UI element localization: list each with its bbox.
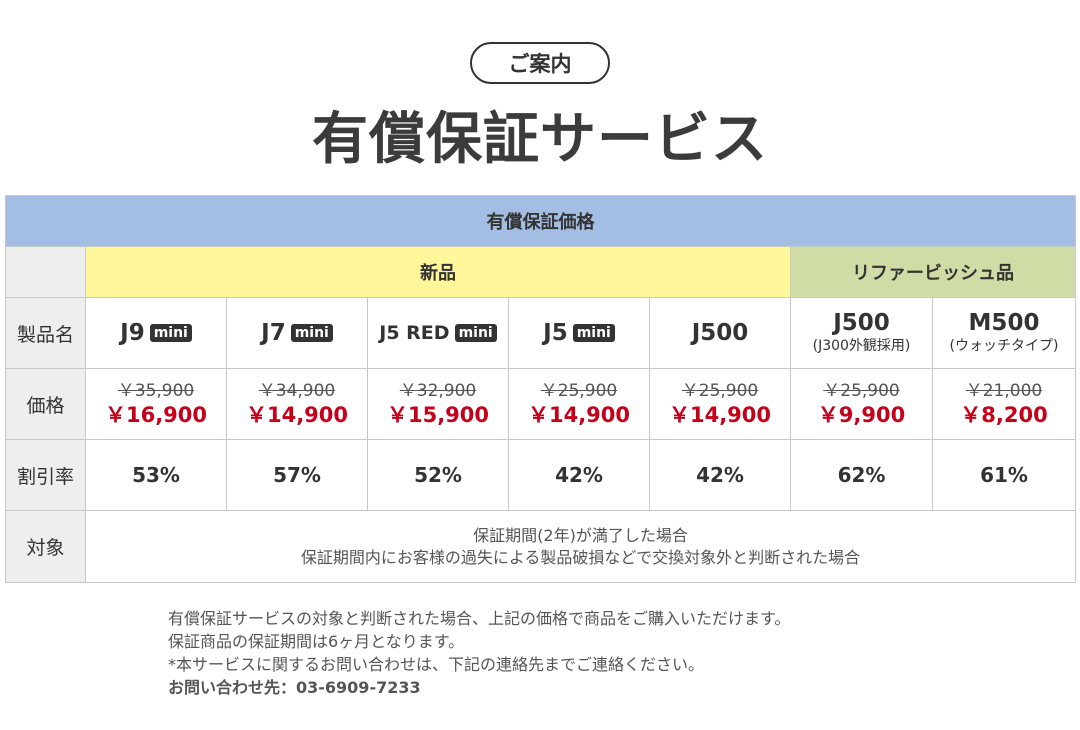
product-cell: J5 mini bbox=[508, 297, 650, 369]
row-label-price: 価格 bbox=[5, 368, 86, 440]
notice-pill: ご案内 bbox=[470, 42, 610, 84]
product-cell: J9 mini bbox=[85, 297, 227, 369]
sale-price: ￥14,900 bbox=[668, 403, 772, 427]
price-cell: ￥34,900 ￥14,900 bbox=[226, 368, 368, 440]
target-line: 保証期間(2年)が満了した場合 bbox=[473, 525, 688, 545]
price-cell: ￥25,900 ￥14,900 bbox=[649, 368, 791, 440]
product-subtitle: (J300外観採用) bbox=[812, 338, 911, 354]
product-cell: M500 (ウォッチタイプ) bbox=[932, 297, 1076, 369]
product-name-text: J9 bbox=[120, 320, 145, 346]
discount-rate: 62% bbox=[837, 463, 886, 487]
contact-line: お問い合わせ先：03-6909-7233 bbox=[168, 678, 421, 697]
note-line: 保証商品の保証期間は6ヶ月となります。 bbox=[168, 632, 465, 651]
original-price: ￥21,000 bbox=[965, 381, 1043, 401]
row-label-product: 製品名 bbox=[5, 297, 86, 369]
discount-rate: 53% bbox=[132, 463, 180, 487]
row-label-discount: 割引率 bbox=[5, 439, 86, 511]
discount-cell: 53% bbox=[85, 439, 227, 511]
note-line: 有償保証サービスの対象と判断された場合、上記の価格で商品をご購入いただけます。 bbox=[168, 609, 791, 628]
discount-cell: 61% bbox=[932, 439, 1076, 511]
sale-price: ￥8,200 bbox=[960, 403, 1048, 427]
mini-badge: mini bbox=[572, 324, 615, 342]
row-label-target: 対象 bbox=[5, 510, 86, 583]
table-header: 有償保証価格 bbox=[5, 195, 1076, 247]
discount-cell: 52% bbox=[367, 439, 509, 511]
discount-cell: 62% bbox=[790, 439, 933, 511]
discount-cell: 42% bbox=[508, 439, 650, 511]
price-cell: ￥25,900 ￥14,900 bbox=[508, 368, 650, 440]
page-title: 有償保証サービス bbox=[312, 106, 768, 172]
product-name-j5-red: J5 RED mini bbox=[379, 322, 497, 344]
notes-block: 有償保証サービスの対象と判断された場合、上記の価格で商品をご購入いただけます。 … bbox=[168, 607, 1068, 699]
product-name-text: J5 bbox=[543, 320, 568, 346]
price-cell: ￥32,900 ￥15,900 bbox=[367, 368, 509, 440]
sale-price: ￥9,900 bbox=[817, 403, 906, 427]
price-cell: ￥21,000 ￥8,200 bbox=[932, 368, 1076, 440]
product-name-text: J500 bbox=[833, 310, 890, 336]
sale-price: ￥16,900 bbox=[104, 403, 208, 427]
original-price: ￥35,900 bbox=[117, 381, 195, 401]
product-subtitle: (ウォッチタイプ) bbox=[949, 338, 1059, 354]
product-name-text: J5 RED bbox=[379, 322, 450, 344]
original-price: ￥25,900 bbox=[823, 381, 900, 401]
target-cell: 保証期間(2年)が満了した場合 保証期間内にお客様の過失による製品破損などで交換… bbox=[85, 510, 1076, 583]
product-name-j500: J500 bbox=[691, 320, 749, 346]
product-cell: J500 (J300外観採用) bbox=[790, 297, 933, 369]
original-price: ￥25,900 bbox=[681, 381, 759, 401]
product-name-m500-refurb: M500 (ウォッチタイプ) bbox=[934, 310, 1075, 356]
original-price: ￥34,900 bbox=[258, 381, 336, 401]
original-price: ￥32,900 bbox=[399, 381, 477, 401]
discount-rate: 52% bbox=[414, 463, 462, 487]
discount-rate: 42% bbox=[696, 463, 744, 487]
discount-rate: 61% bbox=[980, 463, 1028, 487]
mini-badge: mini bbox=[290, 324, 333, 342]
discount-rate: 42% bbox=[555, 463, 603, 487]
product-name-j500-refurb: J500 (J300外観採用) bbox=[792, 310, 932, 356]
price-cell: ￥25,900 ￥9,900 bbox=[790, 368, 933, 440]
mini-badge: mini bbox=[149, 324, 192, 342]
mini-badge: mini bbox=[454, 324, 497, 342]
notice-pill-label: ご案内 bbox=[508, 52, 572, 76]
product-cell: J500 bbox=[649, 297, 791, 369]
category-refurbished: リファービッシュ品 bbox=[790, 246, 1076, 298]
product-name-text: M500 bbox=[968, 310, 1040, 336]
product-name-j5: J5 mini bbox=[543, 320, 615, 346]
sale-price: ￥14,900 bbox=[245, 403, 349, 427]
discount-cell: 42% bbox=[649, 439, 791, 511]
discount-cell: 57% bbox=[226, 439, 368, 511]
product-cell: J7 mini bbox=[226, 297, 368, 369]
product-name-j7: J7 mini bbox=[261, 320, 333, 346]
price-cell: ￥35,900 ￥16,900 bbox=[85, 368, 227, 440]
discount-rate: 57% bbox=[273, 463, 321, 487]
product-name-j9: J9 mini bbox=[120, 320, 192, 346]
sale-price: ￥15,900 bbox=[386, 403, 490, 427]
target-line: 保証期間内にお客様の過失による製品破損などで交換対象外と判断された場合 bbox=[300, 547, 861, 567]
product-cell: J5 RED mini bbox=[367, 297, 509, 369]
category-new: 新品 bbox=[85, 246, 791, 298]
sale-price: ￥14,900 bbox=[527, 403, 631, 427]
category-blank-cell bbox=[5, 246, 86, 298]
original-price: ￥25,900 bbox=[540, 381, 618, 401]
product-name-text: J7 bbox=[261, 320, 286, 346]
note-line: *本サービスに関するお問い合わせは、下記の連絡先までご連絡ください。 bbox=[168, 655, 705, 674]
warranty-price-table: 有償保証価格 新品 リファービッシュ品 製品名 J9 mini J7 mini … bbox=[5, 195, 1076, 583]
